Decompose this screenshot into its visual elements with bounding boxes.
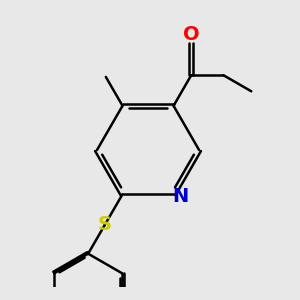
Text: N: N — [172, 187, 189, 206]
Text: O: O — [183, 25, 200, 44]
Text: S: S — [98, 215, 112, 234]
